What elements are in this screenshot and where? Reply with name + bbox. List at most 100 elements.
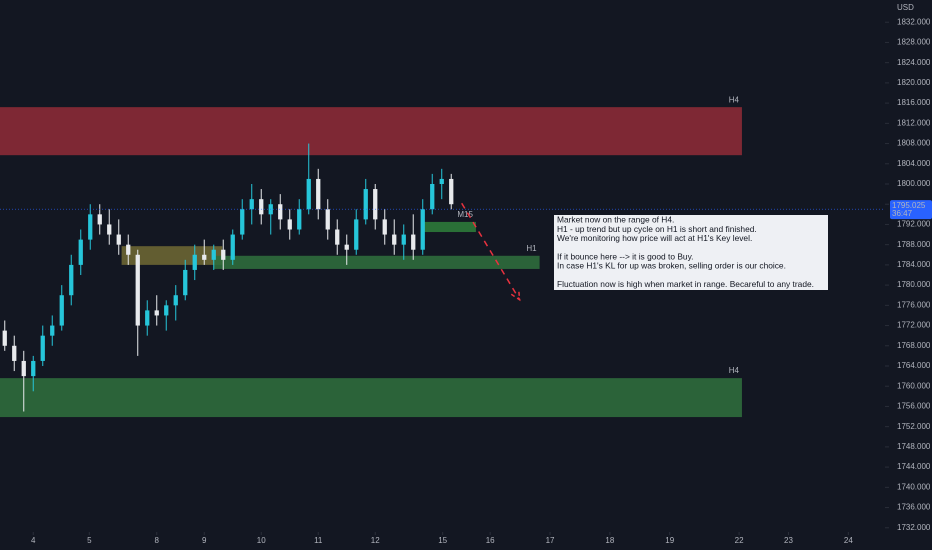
candle-body (97, 214, 102, 225)
zone-label: H1 (526, 244, 537, 253)
arrow-head (510, 289, 521, 302)
candle-body (449, 178, 454, 205)
candle-body (401, 234, 406, 245)
arrow-line (461, 202, 521, 301)
candle-body (230, 234, 235, 260)
candle-body (183, 269, 188, 296)
price-tag-timer: 36:47 (892, 209, 913, 218)
candle-body (344, 244, 349, 250)
y-tick-label: 1768.000 (897, 341, 931, 350)
candle-body (126, 244, 131, 255)
annotation-line: If it bounce here --> it is good to Buy. (557, 252, 693, 262)
y-tick-label: 1740.000 (897, 482, 931, 491)
annotation-box (554, 215, 828, 290)
x-tick-label: 11 (314, 536, 323, 545)
candle-body (145, 310, 150, 326)
y-tick-label: 1804.000 (897, 159, 931, 168)
candle-body (325, 209, 330, 230)
zone (0, 378, 742, 418)
candle-body (278, 204, 283, 220)
zone (213, 255, 540, 269)
candle-body (287, 219, 292, 230)
annotation-line: In case H1's KL for up was broken, selli… (557, 261, 786, 271)
candle-body (411, 234, 416, 250)
y-tick-label: 1756.000 (897, 402, 931, 411)
candle-body (116, 234, 121, 245)
candle-body (430, 184, 435, 210)
candle-body (297, 209, 302, 230)
y-tick-label: 1780.000 (897, 280, 931, 289)
y-tick-label: 1816.000 (897, 98, 931, 107)
y-tick-label: 1820.000 (897, 78, 931, 87)
y-tick-label: 1812.000 (897, 118, 931, 127)
candle-body (59, 295, 64, 326)
candle-body (78, 239, 83, 265)
zone (0, 107, 742, 156)
y-tick-label: 1788.000 (897, 240, 931, 249)
zone (121, 246, 223, 265)
candle-body (88, 214, 93, 240)
x-tick-label: 12 (371, 536, 380, 545)
annotation-line: H1 - up trend but up cycle on H1 is shor… (557, 224, 757, 234)
y-tick-label: 1824.000 (897, 58, 931, 67)
candle-body (259, 199, 264, 215)
candle-body (154, 310, 159, 316)
y-tick-label: 1736.000 (897, 503, 931, 512)
candle-body (202, 254, 207, 260)
y-tick-label: 1776.000 (897, 300, 931, 309)
candle-body (249, 199, 254, 210)
annotation-line: Market now on the range of H4. (557, 215, 674, 225)
candle-body (69, 264, 74, 296)
x-tick-label: 24 (844, 536, 853, 545)
candle-body (439, 178, 444, 184)
x-tick-label: 18 (605, 536, 614, 545)
currency: USD (897, 3, 914, 12)
x-tick-label: 9 (202, 536, 207, 545)
annotation-line: We're monitoring how price will act at H… (557, 233, 752, 243)
candle-body (316, 178, 321, 210)
y-tick-label: 1764.000 (897, 361, 931, 370)
candle-body (382, 219, 387, 235)
x-tick-label: 19 (665, 536, 674, 545)
x-tick-label: 4 (31, 536, 36, 545)
price-tag-value: 1795.025 (892, 201, 926, 210)
candle-body (420, 209, 425, 250)
candle-body (306, 178, 311, 210)
x-tick-label: 8 (155, 536, 160, 545)
y-tick-label: 1792.000 (897, 220, 931, 229)
x-tick-label: 15 (438, 536, 447, 545)
y-tick-label: 1808.000 (897, 139, 931, 148)
y-tick-label: 1832.000 (897, 17, 931, 26)
annotation-line: Fluctuation now is high when market in r… (557, 279, 814, 289)
zone-label: H4 (729, 95, 740, 104)
x-tick-label: 5 (87, 536, 92, 545)
candle-body (211, 249, 216, 260)
x-tick-label: 10 (257, 536, 266, 545)
zone-label: H4 (729, 366, 740, 375)
zone-label: M15 (457, 210, 473, 219)
candle-body (21, 360, 26, 377)
y-tick-label: 1784.000 (897, 260, 931, 269)
candle-body (2, 330, 7, 346)
x-tick-label: 17 (546, 536, 555, 545)
candle-body (335, 229, 340, 245)
y-tick-label: 1760.000 (897, 381, 931, 390)
x-tick-label: 23 (784, 536, 793, 545)
y-tick-label: 1744.000 (897, 462, 931, 471)
candle-body (221, 249, 226, 260)
y-tick-label: 1748.000 (897, 442, 931, 451)
y-tick-label: 1800.000 (897, 179, 931, 188)
candle-body (392, 234, 397, 245)
candle-body (135, 254, 140, 326)
x-tick-label: 16 (486, 536, 495, 545)
price-tag (890, 200, 932, 220)
x-tick-label: 22 (735, 536, 744, 545)
candle-body (192, 254, 197, 270)
candle-body (40, 335, 45, 361)
candle-body (373, 189, 378, 220)
y-tick-label: 1828.000 (897, 38, 931, 47)
candle-body (354, 219, 359, 250)
y-tick-label: 1732.000 (897, 523, 931, 532)
candle-body (164, 305, 169, 316)
